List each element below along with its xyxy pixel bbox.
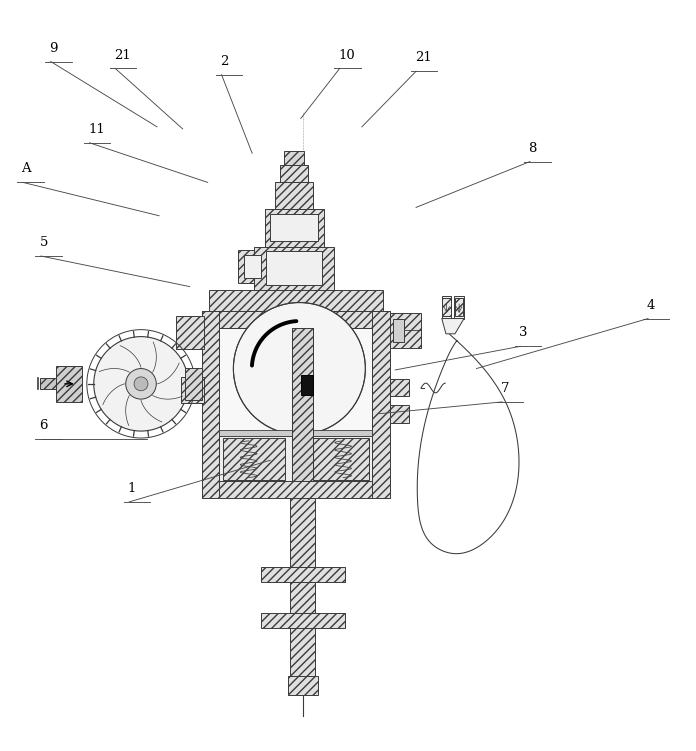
Bar <box>56 366 82 402</box>
Bar <box>442 297 452 318</box>
Bar <box>390 313 421 348</box>
Text: 6: 6 <box>40 420 48 433</box>
Bar <box>280 165 308 182</box>
Bar <box>202 311 390 328</box>
Text: 21: 21 <box>415 51 432 65</box>
Bar <box>390 406 409 423</box>
Bar <box>290 499 315 566</box>
Bar <box>202 311 219 499</box>
Bar <box>261 613 345 629</box>
Bar <box>244 255 261 278</box>
Polygon shape <box>442 318 464 334</box>
Bar <box>184 368 202 400</box>
Text: 2: 2 <box>220 55 228 68</box>
Text: 8: 8 <box>528 142 537 155</box>
Bar <box>264 209 324 247</box>
Bar <box>290 582 315 613</box>
Text: 3: 3 <box>519 327 528 339</box>
Text: A: A <box>22 162 31 176</box>
Bar <box>40 379 56 389</box>
Bar <box>290 629 315 676</box>
Bar <box>287 676 318 695</box>
Circle shape <box>94 336 188 431</box>
Bar <box>223 438 285 480</box>
Text: 11: 11 <box>88 123 105 136</box>
Bar <box>266 251 322 285</box>
Bar <box>209 290 383 311</box>
Circle shape <box>126 369 157 399</box>
Bar <box>175 315 203 349</box>
Bar <box>390 379 409 397</box>
Circle shape <box>233 303 365 435</box>
Text: 1: 1 <box>128 482 136 495</box>
Bar <box>219 430 372 436</box>
Bar <box>301 376 313 395</box>
Bar <box>202 481 390 499</box>
Bar <box>219 328 372 481</box>
Text: 10: 10 <box>338 49 355 62</box>
Bar <box>443 298 451 316</box>
Bar <box>238 250 266 283</box>
Circle shape <box>134 377 148 391</box>
Text: 5: 5 <box>40 236 48 249</box>
Text: 4: 4 <box>647 299 655 312</box>
Bar <box>219 436 372 481</box>
Bar <box>393 318 404 342</box>
Bar <box>372 311 390 499</box>
Bar <box>284 151 303 165</box>
Bar <box>275 182 313 209</box>
Bar <box>454 297 464 318</box>
Bar <box>181 377 203 403</box>
Text: 9: 9 <box>49 41 58 55</box>
Bar <box>195 373 202 394</box>
Text: 7: 7 <box>501 382 509 395</box>
Bar <box>455 298 464 316</box>
Bar <box>261 566 345 582</box>
Bar <box>307 438 369 480</box>
Bar <box>254 247 334 290</box>
Bar <box>292 328 313 481</box>
Bar <box>270 214 318 241</box>
Text: 21: 21 <box>114 49 131 62</box>
